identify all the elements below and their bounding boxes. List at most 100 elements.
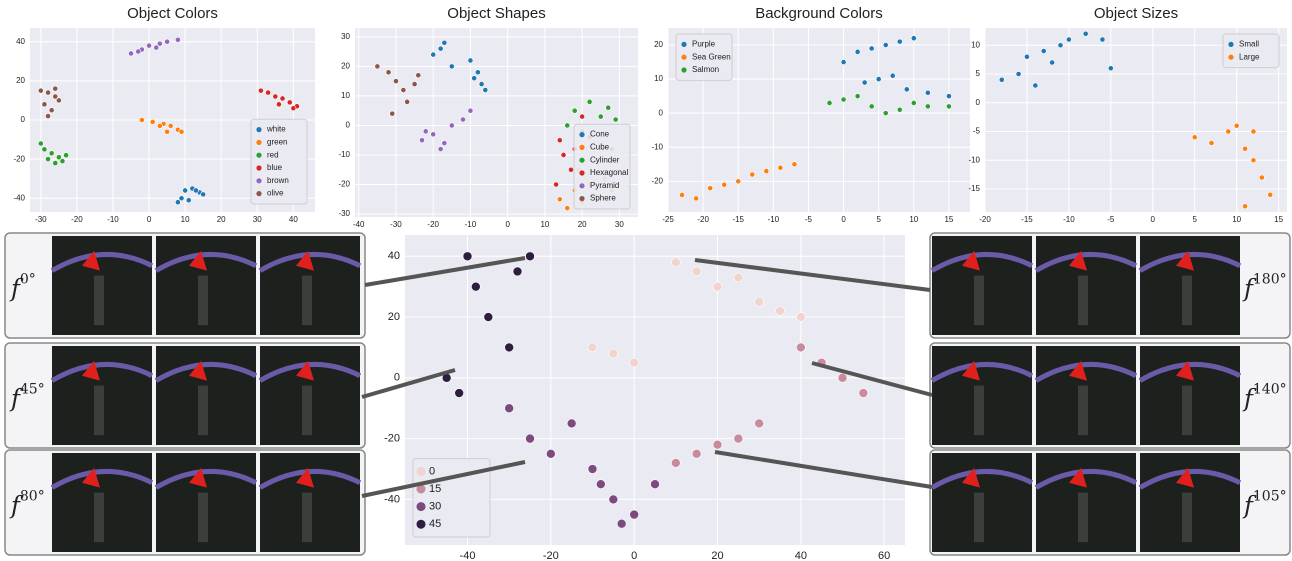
point [896,106,903,113]
legend-marker [416,502,426,512]
point [178,195,185,202]
point [608,348,619,359]
point [586,98,593,105]
point [754,418,764,429]
point [63,152,69,159]
y-tick-label: 0 [21,115,26,124]
x-tick-label: -30 [35,215,47,224]
point [556,196,563,203]
point [910,100,917,106]
chart: Object Colors -30 -20 -10 0 10 20 30 40 -40 -20 0 20… [13,5,315,224]
legend-marker [1228,41,1234,48]
point [478,81,485,88]
legend-label: brown [267,176,289,185]
point [135,48,142,55]
point [164,38,170,45]
point [1099,36,1106,43]
legend-label: Sea Green [692,52,731,61]
thumbnail-stand [302,275,312,326]
point [525,251,535,262]
x-tick-label: -5 [1107,215,1115,224]
legend-marker [579,196,585,202]
thumbnail-cone [82,250,100,271]
y-tick-label: -40 [13,193,25,202]
point [265,89,272,96]
point [467,107,474,114]
point [175,199,181,206]
y-tick-label: -10 [338,150,350,159]
legend-label: olive [267,189,284,198]
point [924,103,931,110]
x-tick-label: -10 [465,220,477,229]
point [467,57,474,64]
angle-label: 105° [1253,489,1287,505]
point [679,192,685,198]
y-tick-label: -10 [651,142,663,151]
point [1057,42,1064,49]
point [52,160,59,166]
point [290,105,297,112]
point [861,79,868,86]
point [775,306,785,316]
legend-label: Pyramid [590,181,619,190]
legend-marker [256,165,262,171]
x-tick-label: 10 [1232,215,1241,224]
legend-label: Cylinder [590,155,620,164]
legend-marker [416,519,426,529]
point [193,187,199,194]
legend-marker [681,67,687,73]
thumbnail-track [154,468,258,490]
point [693,195,699,202]
point [896,38,903,45]
x-tick-label: -40 [353,220,365,229]
y-tick-label: 10 [971,40,980,49]
x-tick-label: 20 [217,215,226,224]
thumbnail-stand [1078,492,1088,543]
image-panel: f140° [929,342,1291,449]
point [128,50,134,57]
point [616,518,627,529]
connector [714,450,933,489]
point [854,93,861,100]
point [733,272,744,283]
point [840,59,847,65]
x-tick-label: -10 [1063,215,1075,224]
y-tick-label: 30 [341,32,350,41]
point [903,86,910,93]
x-tick-label: 0 [1151,215,1156,224]
thumbnail-cone [296,360,314,381]
thumbnail-track [50,361,154,383]
legend-marker [256,127,262,133]
point [55,97,62,104]
chart: Object Sizes -20 -15 -10 -5 0 5 10 15 -15 -10 -5 0 5 1… [968,5,1287,224]
y-tick-label: -10 [968,155,980,164]
image-panel: f80° [4,449,366,556]
angle-label: 0° [20,272,36,288]
point [1258,174,1265,181]
point [1024,53,1030,60]
y-tick-label: -40 [384,493,400,505]
thumbnail-stand [198,275,208,326]
point [946,103,952,110]
x-tick-label: -20 [979,215,991,224]
x-tick-label: 0 [505,220,510,229]
x-tick-label: 10 [909,215,918,224]
legend-label: white [266,125,286,134]
x-tick-label: -10 [768,215,780,224]
point [482,87,489,93]
point [374,63,381,70]
point [579,113,586,120]
thumbnail-track [1138,361,1242,383]
point [156,40,163,47]
legend-marker [256,191,262,197]
legend-box [573,123,631,210]
point [587,464,598,474]
legend-label: 0 [429,465,435,477]
thumbnail-track [258,468,362,490]
thumbnail-stand [94,492,104,543]
y-tick-label: 40 [16,37,25,46]
thumbnail-track [1034,361,1138,383]
point [138,117,145,123]
point [612,116,619,123]
